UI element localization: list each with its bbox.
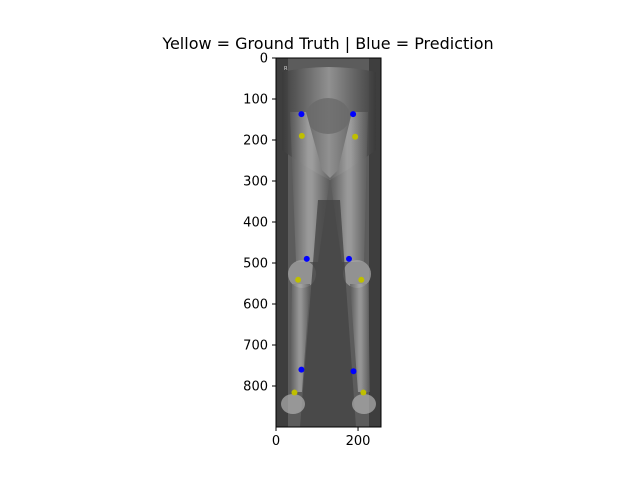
y-tick-label: 500 (243, 257, 268, 272)
y-tick-label: 800 (243, 380, 268, 395)
ground-truth-point (298, 132, 305, 139)
ground-truth-point (352, 133, 359, 140)
xray-image: R (276, 58, 381, 427)
prediction-point (303, 255, 310, 262)
ground-truth-point (295, 276, 302, 283)
x-tick-label: 0 (272, 434, 280, 449)
y-tick-label: 700 (243, 339, 268, 354)
ground-truth-point (291, 389, 298, 396)
y-tick-label: 0 (260, 52, 268, 67)
y-tick-label: 200 (243, 134, 268, 149)
prediction-point (346, 255, 353, 262)
prediction-point (298, 111, 305, 118)
axis-ticks: 0 200 0 100 200 300 400 500 600 700 800 (243, 52, 370, 450)
y-tick-label: 100 (243, 93, 268, 108)
xray-marker-text: R (284, 66, 288, 72)
prediction-point (350, 111, 357, 118)
ground-truth-point (360, 389, 367, 396)
x-tick-label: 200 (346, 434, 371, 449)
prediction-point (350, 368, 357, 375)
y-tick-label: 600 (243, 298, 268, 313)
plot-frame (275, 57, 382, 428)
prediction-point (298, 366, 305, 373)
data-points (291, 111, 367, 396)
chart-title: Yellow = Ground Truth | Blue = Predictio… (161, 34, 493, 53)
ground-truth-point (358, 276, 365, 283)
y-tick-label: 400 (243, 216, 268, 231)
y-tick-label: 300 (243, 175, 268, 190)
